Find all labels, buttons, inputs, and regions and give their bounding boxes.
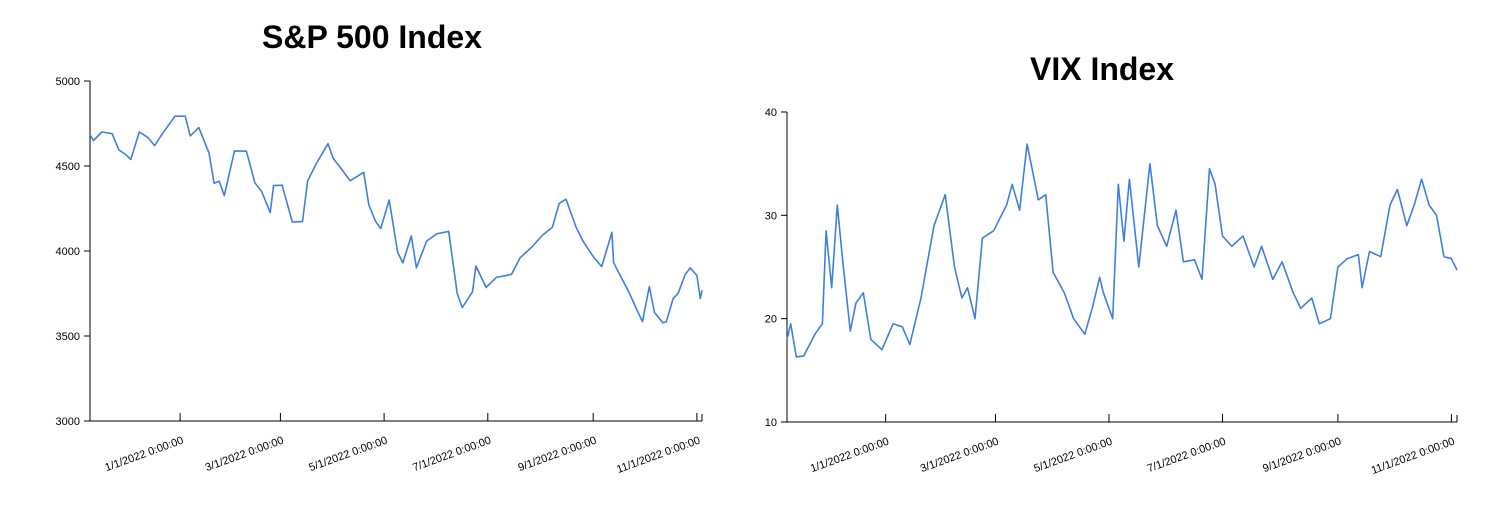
vix-y-tick-label: 10 [765, 417, 777, 429]
vix-series-line [786, 143, 1458, 358]
vix-x-tick-label: 11/1/2022 0:00:00 [1370, 436, 1457, 477]
sp500-x-tick-label: 5/1/2022 0:00:00 [307, 435, 389, 475]
sp500-series-line [89, 115, 703, 324]
sp500-y-tick-label: 3000 [56, 416, 80, 428]
sp500-y-tick-label: 5000 [56, 76, 80, 88]
sp500-chart: S&P 500 Index 3000 3500 4000 4500 5000 1/1/20… [56, 19, 703, 476]
sp500-y-tick-label: 4500 [56, 161, 80, 173]
vix-x-tick-label: 1/1/2022 0:00:00 [809, 436, 891, 476]
vix-chart: VIX Index 10 20 30 40 1/1/2022 0:00:00 3/1/20… [765, 51, 1458, 477]
sp500-y-tick-label: 3500 [56, 331, 80, 343]
vix-x-tick-label: 5/1/2022 0:00:00 [1032, 436, 1114, 476]
vix-y-tick-label: 20 [765, 314, 777, 326]
sp500-x-tick-label: 7/1/2022 0:00:00 [411, 435, 493, 475]
sp500-chart-title: S&P 500 Index [262, 19, 482, 55]
vix-y-tick-label: 40 [765, 107, 777, 119]
vix-y-tick-label: 30 [765, 210, 777, 222]
vix-x-tick-label: 3/1/2022 0:00:00 [919, 436, 1001, 476]
vix-chart-title: VIX Index [1030, 51, 1174, 87]
sp500-x-tick-label: 1/1/2022 0:00:00 [103, 435, 185, 475]
sp500-y-tick-label: 4000 [56, 246, 80, 258]
sp500-x-tick-label: 11/1/2022 0:00:00 [615, 435, 702, 476]
sp500-x-tick-label: 9/1/2022 0:00:00 [517, 435, 599, 475]
vix-x-tick-label: 7/1/2022 0:00:00 [1146, 436, 1228, 476]
sp500-x-tick-label: 3/1/2022 0:00:00 [204, 435, 286, 475]
vix-x-tick-label: 9/1/2022 0:00:00 [1261, 436, 1343, 476]
